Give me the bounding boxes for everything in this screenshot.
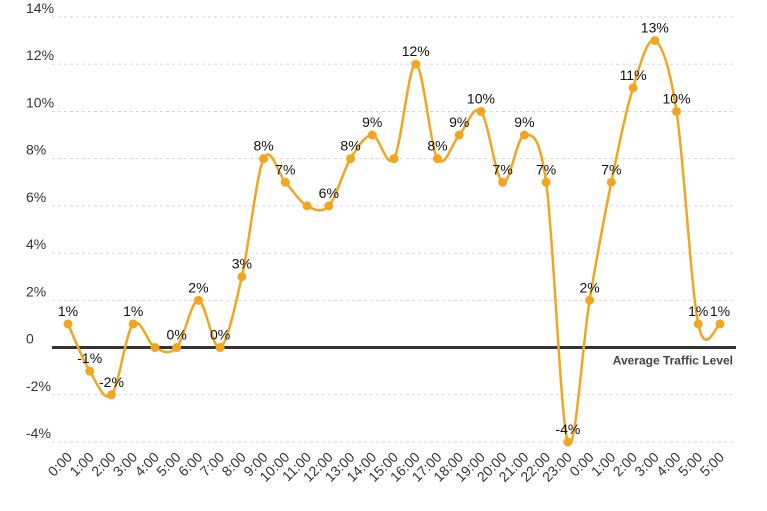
data-point [476,106,486,116]
data-point [541,177,551,187]
y-tick-label: -4% [26,425,51,441]
data-label: 10% [467,90,495,106]
data-point [585,295,595,305]
data-point [606,177,616,187]
data-point [259,154,269,164]
data-point [193,295,203,305]
data-point [411,59,421,69]
data-point [389,154,399,164]
x-axis-ticks: 0:001:002:003:004:005:006:007:008:009:00… [45,449,728,485]
x-tick-label: 5:00 [697,449,728,480]
data-point [367,130,377,140]
y-tick-label: 10% [26,94,54,110]
data-label: 11% [620,67,647,83]
data-point [63,319,73,329]
data-label: 7% [536,161,556,177]
data-label: 9% [514,114,534,130]
y-tick-label: 4% [26,236,46,252]
y-tick-label: -2% [26,378,51,394]
data-points [63,36,725,447]
data-label: 1% [58,303,78,319]
data-label: 8% [427,138,447,154]
data-label: 2% [579,279,599,295]
data-point [128,319,138,329]
data-label: -4% [555,421,580,437]
data-point [715,319,725,329]
data-label: -1% [77,350,102,366]
data-point [346,154,356,164]
y-tick-label: 2% [26,283,46,299]
data-point [85,366,95,376]
data-point [672,106,682,116]
data-label: 2% [188,279,208,295]
data-point [302,201,312,211]
data-label: 1% [123,303,143,319]
data-label: 8% [253,138,273,154]
data-label: -2% [99,374,124,390]
data-point [280,177,290,187]
data-label: 13% [641,20,669,36]
data-label: 1% [688,303,708,319]
data-point [650,36,660,46]
data-point [150,343,160,353]
y-tick-label: 12% [26,47,54,63]
average-traffic-label: Average Traffic Level [613,354,733,368]
y-axis-ticks: -4% -2% 0 2% 4% 6% 8% 10% 12% 14% [26,0,54,441]
y-tick-label: 14% [26,0,54,16]
data-label: 6% [319,185,339,201]
y-tick-label: 8% [26,142,46,158]
data-label: 7% [275,161,295,177]
data-label: 10% [663,90,691,106]
data-label: 9% [449,114,469,130]
data-label: 7% [601,161,621,177]
data-label: 1% [710,303,730,319]
data-point [106,390,116,400]
data-point [432,154,442,164]
data-point [519,130,529,140]
data-label: 8% [340,138,360,154]
data-point [172,343,182,353]
data-labels: 1%-1%-2%1%0%2%0%3%8%7%6%8%9%12%8%9%10%7%… [58,20,730,437]
data-label: 12% [402,43,430,59]
data-point [454,130,464,140]
data-label: 0% [210,327,230,343]
traffic-series-line [66,39,722,446]
y-tick-label: 0 [26,331,34,347]
data-point [563,437,573,447]
data-label: 7% [493,161,513,177]
data-label: 3% [232,256,252,272]
data-point [628,83,638,93]
data-label: 9% [362,114,382,130]
data-point [215,343,225,353]
y-tick-label: 6% [26,189,46,205]
data-point [324,201,334,211]
data-point [498,177,508,187]
data-point [693,319,703,329]
data-label: 0% [167,327,187,343]
data-point [237,272,247,282]
